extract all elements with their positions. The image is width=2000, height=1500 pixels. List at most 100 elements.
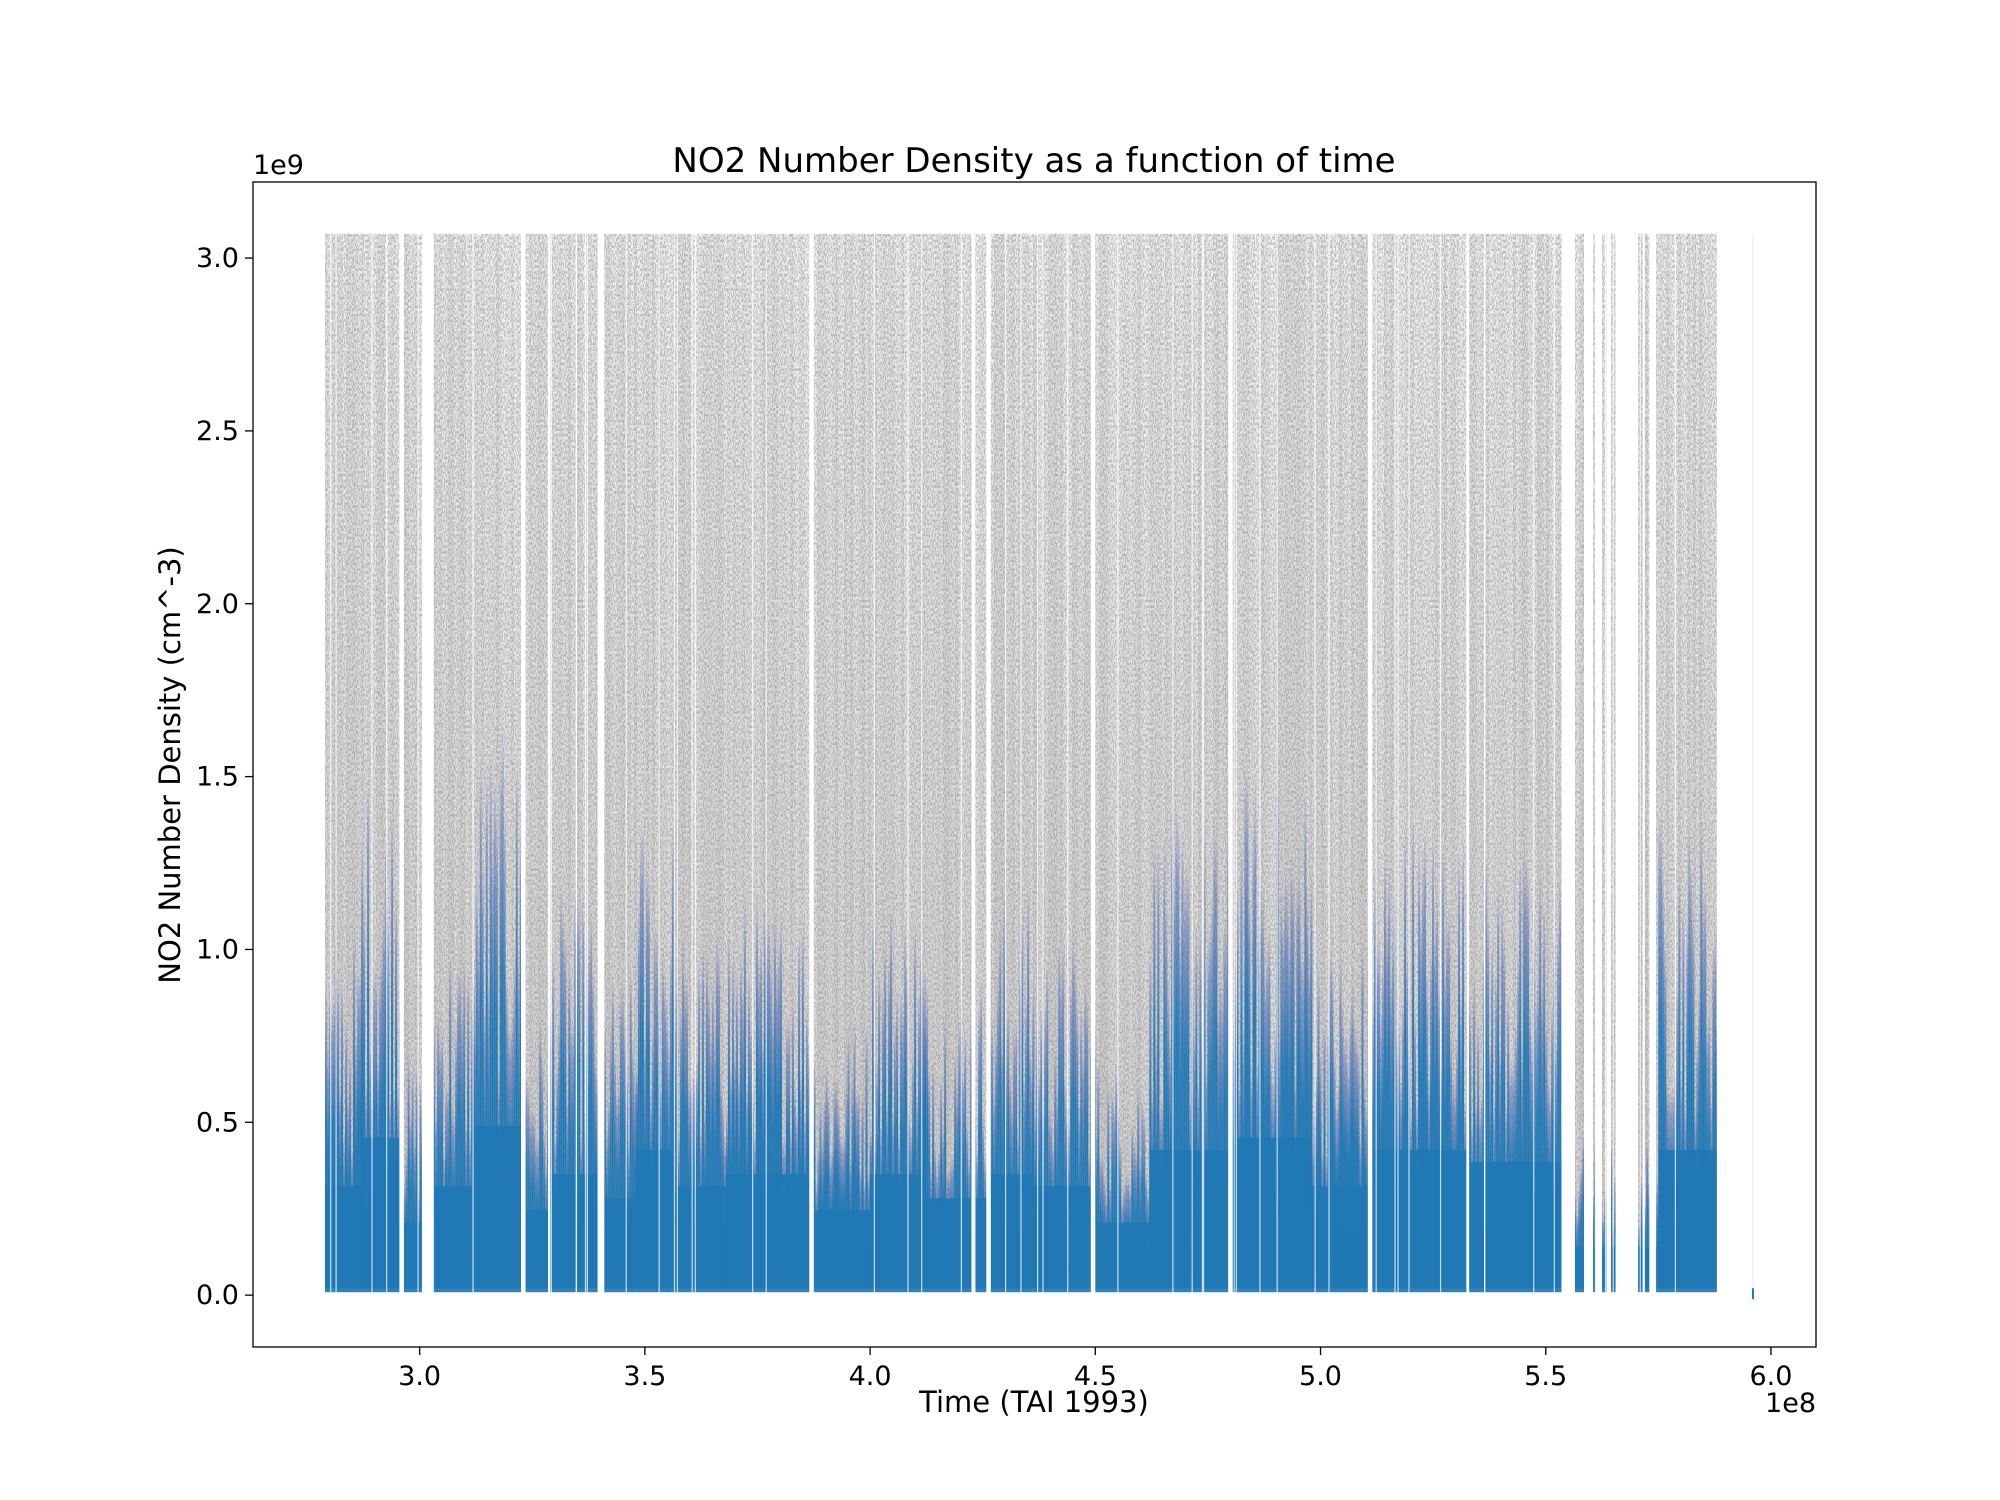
data-point-column bbox=[363, 897, 366, 1289]
data-gap-thin bbox=[575, 182, 577, 1295]
background-streak bbox=[1078, 233, 1082, 1289]
data-point-column bbox=[481, 855, 484, 1289]
data-point-column bbox=[471, 1000, 474, 1289]
data-point-column bbox=[1676, 977, 1679, 1289]
data-point-cluster bbox=[1032, 1186, 1096, 1293]
background-streak bbox=[928, 233, 932, 1289]
background-streak bbox=[724, 233, 728, 1289]
background-streak bbox=[460, 233, 464, 1289]
background-streak bbox=[1657, 233, 1661, 1289]
background-streak bbox=[553, 233, 557, 1289]
data-point-column bbox=[978, 1005, 981, 1289]
data-gap-thin bbox=[1408, 182, 1410, 1295]
data-point-column bbox=[1268, 923, 1271, 1289]
background-streak bbox=[745, 233, 749, 1289]
data-point-column bbox=[1323, 1014, 1326, 1289]
background-streak bbox=[925, 233, 929, 1289]
background-streak bbox=[556, 233, 560, 1289]
data-point-column bbox=[1137, 1085, 1140, 1289]
background-streak bbox=[877, 233, 881, 1289]
background-streak bbox=[982, 233, 986, 1289]
data-gap-thin bbox=[1439, 182, 1442, 1295]
data-point-column bbox=[1406, 950, 1409, 1289]
background-streak bbox=[784, 233, 788, 1289]
data-point-column bbox=[691, 1064, 694, 1289]
background-streak bbox=[1342, 233, 1346, 1289]
background-streak bbox=[892, 233, 896, 1289]
data-point-column bbox=[1357, 1046, 1360, 1289]
data-point-cluster bbox=[433, 1186, 474, 1293]
data-point-column bbox=[337, 977, 340, 1289]
background-streak bbox=[508, 233, 512, 1289]
data-point-column bbox=[419, 1080, 422, 1289]
background-streak bbox=[1336, 233, 1340, 1289]
data-point-column bbox=[1001, 1034, 1004, 1289]
background-streak bbox=[712, 233, 716, 1289]
data-point-column bbox=[865, 1019, 868, 1289]
data-point-column bbox=[805, 1003, 808, 1289]
data-gap bbox=[809, 182, 814, 1299]
data-point-column bbox=[631, 1038, 634, 1289]
data-point-column bbox=[1282, 916, 1285, 1289]
data-point-column bbox=[1133, 1137, 1136, 1289]
background-streak bbox=[1399, 233, 1403, 1289]
x-tick-label: 6.0 bbox=[1749, 1361, 1792, 1392]
data-point-column bbox=[1304, 784, 1307, 1289]
data-point-column bbox=[1485, 849, 1488, 1289]
background-streak bbox=[409, 233, 413, 1289]
x-axis-offset-label: 1e8 bbox=[1765, 1388, 1816, 1419]
background-streak bbox=[1192, 233, 1196, 1289]
data-point-column bbox=[1337, 1080, 1340, 1289]
data-point-column bbox=[1372, 991, 1375, 1289]
data-point-column bbox=[759, 933, 762, 1289]
data-point-column bbox=[359, 964, 362, 1289]
background-streak bbox=[1495, 233, 1499, 1289]
data-gap-thin bbox=[1233, 182, 1235, 1295]
data-point-column bbox=[1266, 937, 1269, 1289]
background-streak bbox=[1030, 233, 1034, 1289]
data-point-column bbox=[582, 890, 585, 1289]
data-point-column bbox=[576, 889, 579, 1289]
y-tick-label: 2.5 bbox=[196, 416, 239, 447]
background-streak bbox=[1363, 233, 1367, 1289]
background-streak bbox=[1351, 233, 1355, 1289]
data-point-column bbox=[1353, 1017, 1356, 1289]
data-point-column bbox=[1183, 877, 1186, 1289]
data-point-cluster bbox=[811, 1210, 871, 1293]
background-streak bbox=[1528, 233, 1532, 1289]
x-tick-label: 5.5 bbox=[1524, 1361, 1567, 1392]
data-point-column bbox=[1477, 1017, 1480, 1289]
background-streak bbox=[1102, 233, 1106, 1289]
background-streak bbox=[754, 233, 758, 1289]
background-streak bbox=[949, 233, 953, 1289]
background-streak bbox=[526, 233, 530, 1289]
background-streak bbox=[709, 233, 713, 1289]
background-streak bbox=[847, 233, 851, 1289]
data-gap-thin bbox=[907, 182, 909, 1295]
data-point-column bbox=[1426, 972, 1429, 1289]
data-point-column bbox=[653, 927, 656, 1289]
background-streak bbox=[1450, 233, 1454, 1289]
data-gap bbox=[986, 182, 991, 1299]
background-streak bbox=[991, 233, 995, 1289]
background-streak bbox=[943, 233, 947, 1289]
data-point-column bbox=[594, 1047, 597, 1289]
background-streak bbox=[355, 233, 359, 1289]
data-point-column bbox=[954, 1051, 957, 1289]
background-streak bbox=[610, 233, 614, 1289]
background-streak bbox=[1282, 233, 1286, 1289]
data-gap-thin bbox=[330, 182, 332, 1295]
background-streak bbox=[1324, 233, 1328, 1289]
data-point-column bbox=[1341, 998, 1344, 1289]
data-point-column bbox=[539, 1016, 542, 1289]
data-point-column bbox=[1211, 887, 1214, 1289]
y-tick-label: 3.0 bbox=[196, 243, 239, 274]
data-gap-thin bbox=[1394, 182, 1396, 1295]
background-streak bbox=[403, 233, 407, 1289]
data-point-column bbox=[928, 1063, 931, 1289]
data-point-column bbox=[641, 823, 644, 1289]
x-tick-label: 4.0 bbox=[849, 1361, 892, 1392]
background-streak bbox=[1384, 233, 1388, 1289]
background-streak bbox=[934, 233, 938, 1289]
